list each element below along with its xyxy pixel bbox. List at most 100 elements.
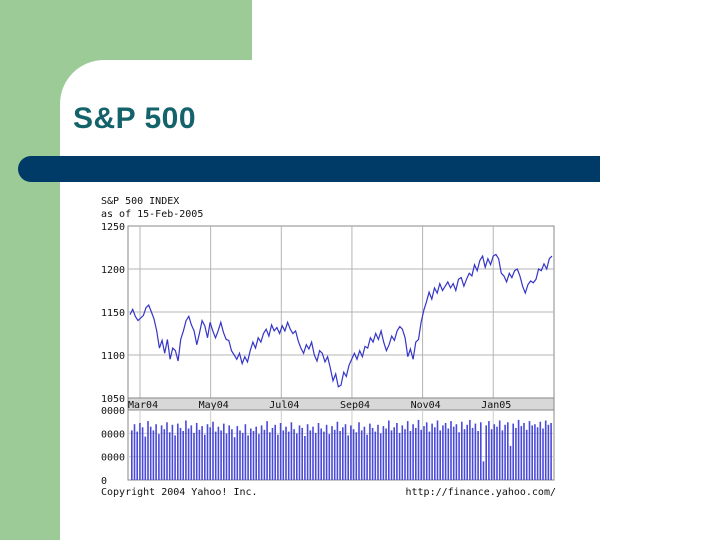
volume-bar — [344, 424, 347, 480]
y-tick-label: 1100 — [101, 351, 125, 362]
volume-bar — [439, 430, 441, 480]
volume-tick-label: 0000 — [101, 453, 125, 464]
volume-bar — [133, 424, 136, 480]
price-grid — [128, 226, 554, 398]
volume-bar — [455, 424, 458, 480]
volume-bar — [266, 421, 268, 480]
volume-bar — [496, 426, 498, 480]
volume-bar — [317, 423, 320, 480]
volume-bar — [442, 425, 444, 480]
volume-bar — [431, 423, 433, 480]
volume-bar — [306, 424, 309, 480]
volume-bar — [198, 429, 201, 480]
volume-bar — [228, 425, 230, 480]
volume-bar — [244, 424, 247, 480]
volume-bar — [450, 421, 452, 480]
x-axis-labels: Mar04 May04 Jul04 Sep04 Nov04 Jan05 — [128, 400, 511, 411]
volume-bar — [477, 431, 479, 480]
volume-bar — [171, 424, 174, 480]
volume-bar — [523, 423, 525, 480]
volume-bar — [517, 419, 520, 480]
volume-bar — [139, 423, 141, 480]
volume-bar — [528, 421, 531, 480]
volume-bar — [401, 425, 404, 480]
volume-bar — [474, 423, 477, 480]
volume-bar — [158, 434, 160, 480]
volume-bar — [488, 421, 490, 480]
volume-bar — [339, 431, 341, 480]
volume-bar — [393, 427, 395, 480]
volume-bar — [542, 428, 544, 480]
volume-bar — [323, 431, 325, 480]
volume-bar — [482, 461, 485, 480]
x-tick-label: Nov04 — [411, 400, 441, 411]
volume-bar — [168, 432, 171, 480]
volume-bar — [282, 430, 285, 480]
volume-bar — [166, 422, 168, 480]
volume-bar — [531, 425, 533, 480]
volume-bar — [471, 427, 474, 480]
volume-bar — [333, 429, 336, 480]
volume-bar — [182, 431, 184, 480]
volume-bar — [493, 424, 496, 480]
volume-bar — [336, 421, 339, 480]
volume-bar — [269, 432, 271, 480]
volume-bar — [193, 432, 195, 480]
volume-bar — [223, 423, 225, 480]
volume-bar — [255, 426, 257, 480]
volume-tick-label: 0000 — [101, 406, 125, 417]
volume-bar — [406, 421, 409, 480]
volume-bar — [152, 430, 155, 480]
volume-bar — [415, 427, 417, 480]
volume-bar — [436, 420, 439, 480]
volume-bar — [525, 429, 528, 480]
price-series-line — [129, 253, 553, 388]
volume-bar — [160, 425, 163, 480]
volume-bar — [331, 426, 333, 480]
volume-bar — [285, 426, 287, 480]
y-axis-labels: 1250 1200 1150 1100 1050 — [101, 222, 125, 405]
volume-bar — [423, 426, 425, 480]
y-tick-label: 1250 — [101, 222, 125, 233]
volume-bar — [236, 426, 239, 480]
y-tick-label: 1050 — [101, 394, 125, 405]
volume-bar — [231, 429, 233, 480]
volume-bar — [252, 431, 255, 480]
volume-bar — [547, 424, 550, 480]
volume-bar — [428, 431, 431, 480]
volume-bar — [347, 435, 349, 480]
volume-bar — [296, 433, 298, 480]
volume-bar — [352, 429, 355, 480]
volume-bar — [136, 431, 138, 480]
volume-bar — [179, 427, 182, 480]
x-tick-label: May04 — [199, 400, 229, 411]
volume-bar — [260, 425, 263, 480]
volume-bar — [534, 424, 536, 480]
y-tick-label: 1200 — [101, 265, 125, 276]
volume-bar — [379, 433, 382, 480]
volume-bar — [512, 423, 514, 480]
volume-bars — [131, 419, 552, 480]
volume-bar — [404, 429, 406, 480]
volume-bar — [363, 426, 366, 480]
volume-bar — [328, 434, 331, 480]
volume-bar — [507, 422, 509, 480]
volume-bar — [312, 426, 314, 480]
volume-bar — [447, 428, 450, 480]
volume-bar — [314, 432, 317, 480]
volume-bar — [239, 430, 241, 480]
volume-bar — [263, 429, 266, 480]
volume-bar — [301, 427, 303, 480]
volume-bar — [358, 422, 360, 480]
volume-bar — [209, 427, 211, 480]
volume-bar — [206, 424, 209, 480]
volume-bar — [350, 425, 352, 480]
slide-title: S&P 500 — [73, 102, 197, 135]
volume-bar — [469, 419, 471, 480]
volume-bar — [304, 436, 306, 480]
volume-bar — [217, 426, 220, 480]
volume-bar — [274, 424, 276, 480]
volume-tick-label: 0 — [101, 476, 107, 487]
volume-bar — [290, 422, 293, 480]
